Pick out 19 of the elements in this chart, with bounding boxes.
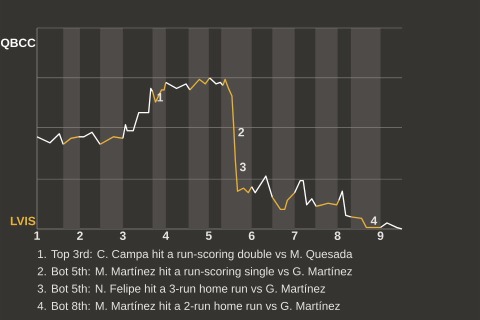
text: 2. Bot 5th: M. Martínez hit a run-scoring single vs G. Martínez: [38, 266, 352, 278]
x-tick-label: 2: [77, 232, 83, 240]
annotation: 3: [240, 162, 246, 172]
text: QBCC: [0, 38, 36, 50]
x-tick-label: 4: [162, 232, 170, 240]
text: LVIS: [10, 216, 36, 226]
x-tick-label: 3: [120, 232, 126, 240]
annotation: 1: [157, 93, 164, 102]
x-tick-label: 8: [334, 232, 341, 240]
annotation: 4: [370, 216, 378, 225]
text: 4. Bot 8th: M. Martínez hit a 2-run home run vs G. Martínez: [37, 301, 340, 310]
x-tick-label: 9: [378, 232, 384, 240]
x-tick-label: 7: [292, 232, 298, 240]
x-tick-label: 1: [34, 232, 40, 240]
text: 3. Bot 5th: N. Felipe hit a 3-run home run vs G. Martínez: [38, 284, 326, 295]
annotation: 2: [238, 128, 244, 136]
x-tick-label: 5: [206, 232, 212, 240]
text: 1. Top 3rd: C. Campa hit a run-scoring double vs M. Quesada: [38, 250, 352, 260]
x-tick-label: 6: [248, 232, 255, 240]
